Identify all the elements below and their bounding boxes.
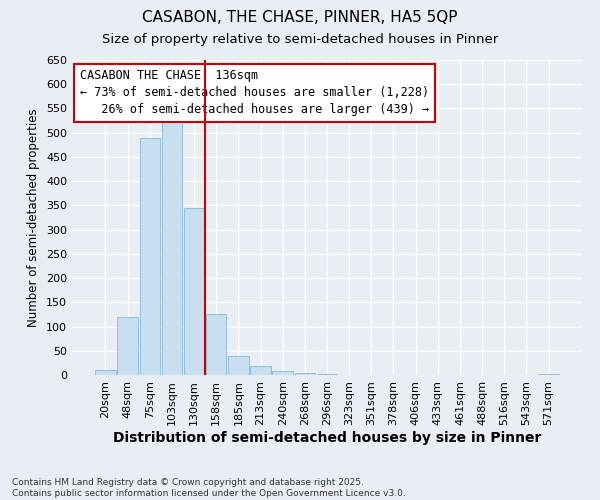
Bar [317, 374, 337, 375]
Bar [184, 208, 204, 375]
Bar [538, 374, 559, 375]
Bar [140, 138, 160, 375]
X-axis label: Distribution of semi-detached houses by size in Pinner: Distribution of semi-detached houses by … [113, 430, 541, 444]
Bar [95, 370, 116, 375]
Bar [228, 356, 248, 375]
Bar [161, 120, 182, 375]
Text: Contains HM Land Registry data © Crown copyright and database right 2025.
Contai: Contains HM Land Registry data © Crown c… [12, 478, 406, 498]
Bar [206, 314, 226, 375]
Bar [118, 317, 138, 375]
Y-axis label: Number of semi-detached properties: Number of semi-detached properties [28, 108, 40, 327]
Text: Size of property relative to semi-detached houses in Pinner: Size of property relative to semi-detach… [102, 32, 498, 46]
Text: CASABON THE CHASE: 136sqm
← 73% of semi-detached houses are smaller (1,228)
   2: CASABON THE CHASE: 136sqm ← 73% of semi-… [80, 70, 429, 116]
Text: CASABON, THE CHASE, PINNER, HA5 5QP: CASABON, THE CHASE, PINNER, HA5 5QP [142, 10, 458, 25]
Bar [250, 366, 271, 375]
Bar [272, 371, 293, 375]
Bar [295, 373, 315, 375]
